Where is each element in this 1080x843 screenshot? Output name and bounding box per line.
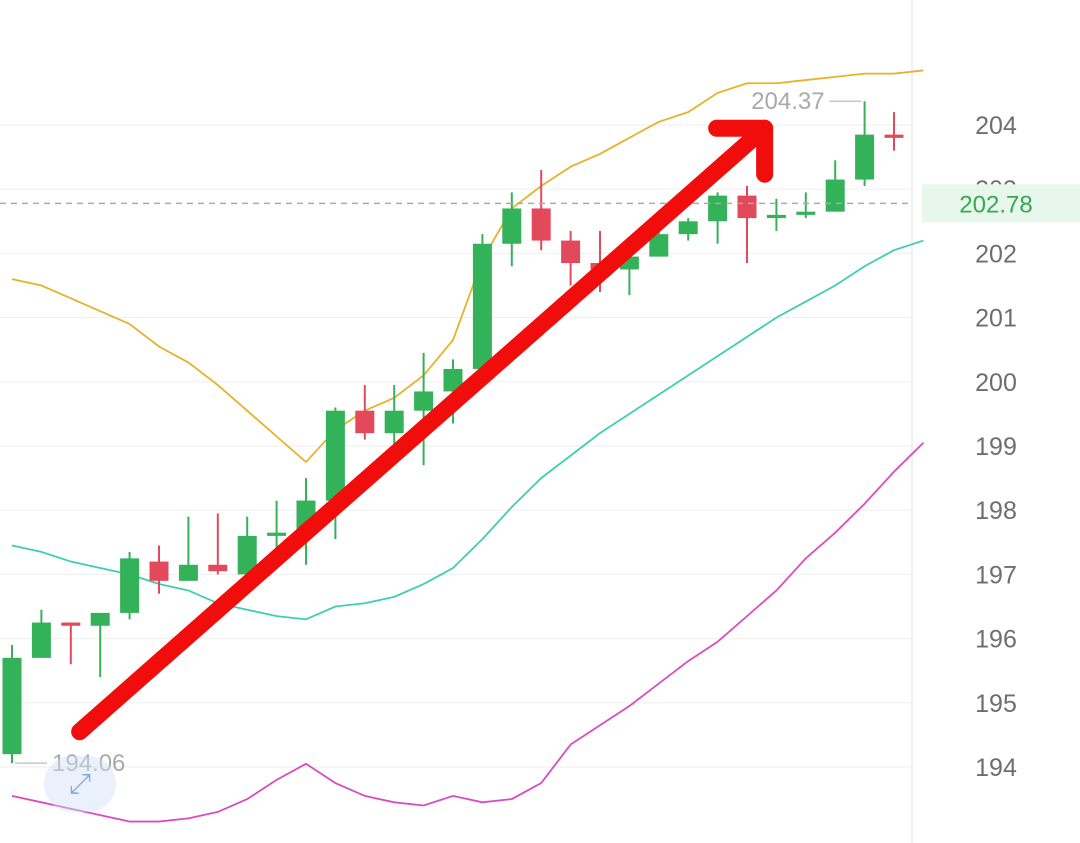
candle-body <box>649 234 669 257</box>
candle <box>61 622 81 665</box>
y-tick-label: 194 <box>975 754 1017 782</box>
candle-body <box>737 195 757 219</box>
candle-body <box>678 221 698 235</box>
candle-body <box>443 368 463 392</box>
candle-body <box>237 535 257 575</box>
min-price-label: 194.06 <box>52 750 125 777</box>
candle <box>149 545 169 594</box>
candle <box>472 234 492 369</box>
candle <box>208 513 228 575</box>
candles <box>2 101 904 764</box>
trend-arrow <box>71 119 774 741</box>
candle-body <box>884 134 904 138</box>
candle-body <box>2 657 22 755</box>
y-tick-label: 200 <box>975 369 1017 397</box>
candle-body <box>796 211 816 215</box>
candle-body <box>355 410 375 434</box>
candle-body <box>561 240 581 264</box>
y-tick-label: 199 <box>975 433 1017 461</box>
y-axis-ticks: 204203202201200199198197196195194 <box>975 112 1017 782</box>
candle <box>355 385 375 440</box>
candle <box>237 516 257 581</box>
y-tick-label: 201 <box>975 305 1017 333</box>
candle-body <box>766 214 786 219</box>
candle-body <box>502 208 522 244</box>
candle <box>561 230 581 286</box>
candle-body <box>825 179 845 212</box>
trend-arrow-shaft <box>71 119 774 741</box>
candle-body <box>472 243 492 369</box>
candle <box>708 192 728 244</box>
candle-body <box>267 532 287 536</box>
candle <box>2 645 22 764</box>
candle-body <box>90 612 110 626</box>
candle <box>796 192 816 219</box>
last-price-indicator: 202.78 <box>0 184 1080 223</box>
candle <box>414 352 434 466</box>
trend-arrow-head <box>708 119 774 183</box>
last-price-badge <box>922 184 1080 223</box>
candle-body <box>325 410 345 501</box>
bollinger-bands <box>11 69 925 823</box>
candle-body <box>531 208 551 241</box>
candle <box>531 169 551 251</box>
lower-band-line <box>11 442 925 823</box>
candle <box>120 551 140 620</box>
middle-band-line <box>11 239 924 621</box>
candle <box>884 112 904 151</box>
candle-body <box>414 391 434 411</box>
candle <box>678 218 698 241</box>
candle <box>855 101 875 186</box>
y-tick-label: 204 <box>975 112 1017 140</box>
candle-body <box>61 622 81 626</box>
candle-body <box>708 195 728 222</box>
y-tick-label: 197 <box>975 561 1017 589</box>
candle-body <box>120 558 140 613</box>
candle <box>31 609 51 658</box>
candle <box>502 192 522 267</box>
expand-icon[interactable]: ⤢ <box>44 756 116 812</box>
extreme-markers: 204.37 194.06 <box>15 88 862 777</box>
candle <box>766 198 786 231</box>
max-price-label: 204.37 <box>751 88 824 115</box>
candle <box>737 185 757 264</box>
candle-body <box>384 410 404 434</box>
y-tick-label: 198 <box>975 497 1017 525</box>
candle <box>90 612 110 678</box>
candle-body <box>855 134 875 180</box>
y-tick-label: 196 <box>975 626 1017 654</box>
last-price-label: 202.78 <box>959 191 1032 218</box>
y-tick-label: 202 <box>975 240 1017 268</box>
candle-body <box>149 561 169 581</box>
candle-body <box>208 564 228 572</box>
candle <box>178 516 198 581</box>
candle-body <box>31 622 51 658</box>
upper-band-line <box>11 69 924 464</box>
y-tick-label: 195 <box>975 690 1017 718</box>
candle-body <box>178 564 198 581</box>
candle <box>384 385 404 446</box>
